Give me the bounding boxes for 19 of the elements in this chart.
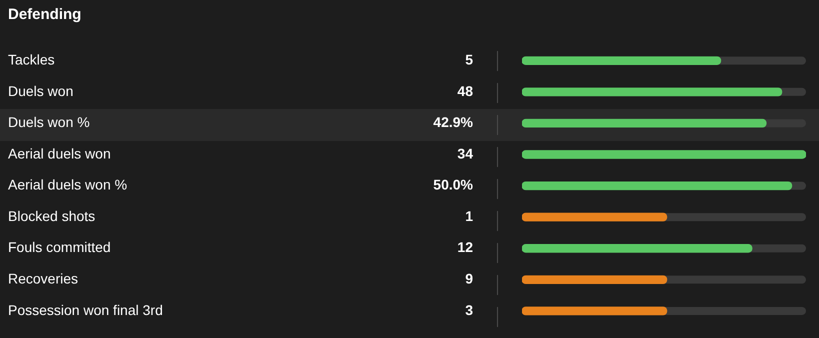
text: 42.9% [433, 114, 474, 130]
y-tick-label: Tackles [8, 52, 55, 68]
text: Defending [8, 6, 82, 23]
y-tick-label: Recoveries [8, 270, 78, 287]
y-tick-label: Possession won final 3rd [8, 302, 163, 318]
y-tick-label: Blocked shots [8, 208, 96, 224]
y-tick-label: Aerial duels won % [8, 176, 128, 193]
y-tick-label: Duels won % [8, 114, 90, 130]
text: 9 [465, 270, 474, 287]
y-tick-label: Aerial duels won [8, 145, 111, 162]
text: 3 [465, 302, 474, 318]
text: 50.0% [433, 176, 474, 193]
text: 12 [457, 239, 474, 256]
y-tick-label: Fouls committed [8, 239, 111, 256]
y-tick-label: Duels won [8, 82, 74, 99]
text: 48 [457, 82, 474, 99]
text: 5 [465, 52, 474, 68]
text: 34 [457, 145, 474, 162]
text: 1 [465, 208, 474, 224]
